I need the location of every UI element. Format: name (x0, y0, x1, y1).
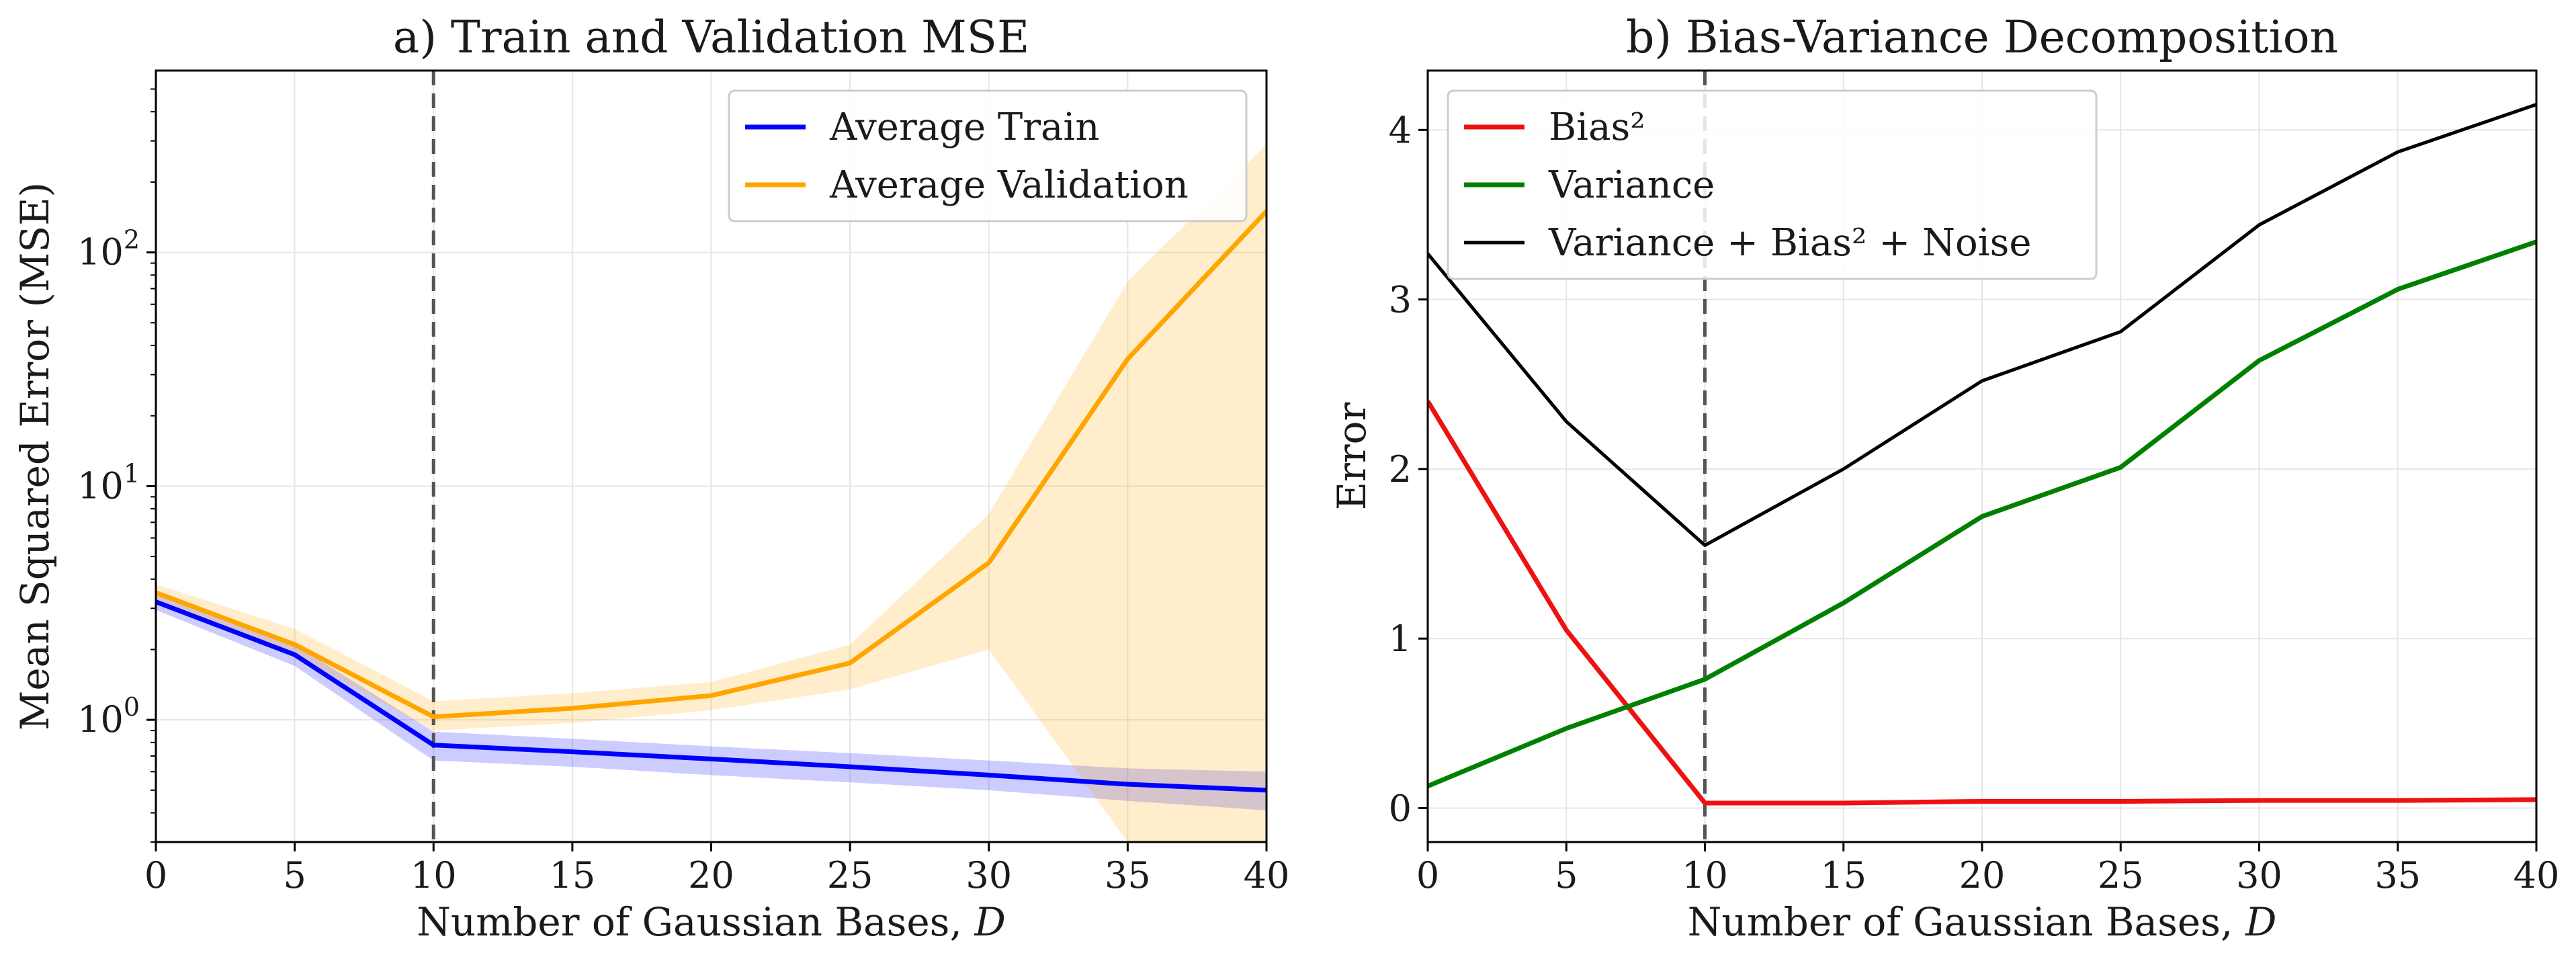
chart-a-legend-box (728, 89, 1248, 222)
chart-b-x-tick-label: 20 (1959, 854, 2006, 896)
chart-b-x-tick-label: 5 (1555, 854, 1578, 896)
chart-a-data-layer (156, 71, 1266, 842)
chart-b-y-tick-label: 3 (1389, 279, 1412, 321)
chart-b-ylabel: Error (1329, 403, 1375, 511)
chart-a-y-tick-label: 102 (77, 225, 140, 274)
chart-b-x-tick-label: 0 (1416, 854, 1439, 896)
chart-b-x-tick-label: 40 (2514, 854, 2560, 896)
chart-a-panel: a) Train and Validation MSE Number of Ga… (12, 11, 1289, 945)
chart-b-title: b) Bias-Variance Decomposition (1626, 11, 2338, 63)
chart-a-x-tick-label: 40 (1244, 854, 1290, 896)
chart-a-title: a) Train and Validation MSE (393, 11, 1029, 63)
chart-b-x-tick-label: 15 (1820, 854, 1866, 896)
chart-a-x-tick-label: 5 (283, 854, 306, 896)
chart-a-xlabel: Number of Gaussian Bases, D (417, 899, 1006, 945)
chart-b-series-2-line (1428, 103, 2536, 547)
chart-b-x-tick-label: 35 (2374, 854, 2421, 896)
chart-b-series-1-line (1428, 239, 2536, 788)
chart-a-series-0-line (156, 599, 1266, 793)
chart-a-ylabel: Mean Squared Error (MSE) (12, 182, 58, 730)
chart-a-x-tick-label: 25 (827, 854, 873, 896)
chart-b-legend-label-2: Variance + Bias² + Noise (1548, 221, 2032, 265)
chart-a-x-tick-label: 10 (411, 854, 457, 896)
chart-a-series-1-band (156, 144, 1266, 842)
chart-b-x-tick-label: 30 (2236, 854, 2282, 896)
chart-b-y-tick-label: 1 (1389, 618, 1412, 660)
chart-b-x-tick-label: 25 (2098, 854, 2144, 896)
chart-a-x-tick-label: 35 (1105, 854, 1151, 896)
chart-a-legend-label-0: Average Train (829, 106, 1099, 149)
chart-a-y-tick-label: 101 (77, 458, 140, 507)
chart-b-y-tick-label: 0 (1389, 788, 1412, 830)
chart-b-series-0-line (1428, 400, 2536, 806)
chart-a-x-tick-label: 0 (144, 854, 167, 896)
chart-b-y-tick-label: 4 (1389, 109, 1412, 151)
chart-a-x-tick-label: 15 (550, 854, 596, 896)
chart-a-x-tick-label: 30 (965, 854, 1012, 896)
chart-b-panel: b) Bias-Variance Decomposition Number of… (1329, 11, 2559, 945)
chart-a-y-tick-label: 100 (77, 692, 140, 741)
chart-b-xlabel: Number of Gaussian Bases, D (1688, 899, 2277, 945)
chart-a-legend: Average Train Average Validation (728, 89, 1248, 222)
chart-b-y-tick-label: 2 (1389, 448, 1412, 491)
chart-b-legend-box (1447, 89, 2098, 280)
chart-b-legend-label-1: Variance (1548, 163, 1715, 207)
chart-a-x-tick-label: 20 (688, 854, 734, 896)
chart-b-legend: Bias² Variance Variance + Bias² + Noise (1447, 89, 2098, 280)
chart-b-legend-label-0: Bias² (1549, 106, 1645, 149)
chart-b-x-tick-label: 10 (1682, 854, 1728, 896)
chart-a-legend-label-1: Average Validation (829, 163, 1189, 207)
chart-a-series-1-line (156, 209, 1266, 720)
